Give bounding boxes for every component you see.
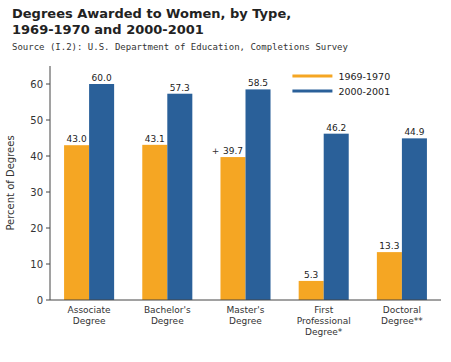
data-label: 44.9: [404, 127, 424, 137]
y-axis-line: [50, 66, 51, 300]
x-tick-label-line: Doctoral: [383, 305, 421, 315]
x-tick-label-line: Degree: [73, 316, 106, 326]
legend-swatch: [292, 90, 332, 93]
data-label: 60.0: [92, 73, 112, 83]
x-tick-label-line: Degree**: [381, 316, 423, 326]
bar: [220, 157, 245, 300]
y-tick-label: 20: [30, 223, 43, 234]
title: Degrees Awarded to Women, by Type,1969-1…: [12, 6, 291, 37]
bar: [324, 134, 349, 300]
x-tick-label: Bachelor'sDegree: [144, 305, 191, 326]
bar: [64, 145, 89, 300]
y-tick-label: 50: [30, 115, 43, 126]
x-tick-label-line: Degree: [151, 316, 184, 326]
bar: [142, 145, 167, 300]
x-tick-label: DoctoralDegree**: [381, 305, 423, 326]
bars: [64, 84, 427, 300]
x-tick-label: FirstProfessionalDegree*: [297, 305, 351, 337]
source-note: Source (I.2): U.S. Department of Educati…: [12, 42, 349, 52]
title-line: Degrees Awarded to Women, by Type,: [12, 6, 291, 21]
y-tick-label: 60: [30, 79, 43, 90]
x-tick-label-line: Associate: [68, 305, 112, 315]
data-label: 39.7: [223, 146, 243, 156]
bar: [246, 89, 271, 300]
annotation: +: [212, 146, 220, 156]
legend-label: 2000-2001: [338, 86, 390, 97]
x-tick-label-line: First: [314, 305, 333, 315]
data-label: 57.3: [170, 83, 190, 93]
y-tick: [46, 300, 50, 301]
data-label: 5.3: [304, 270, 318, 280]
bar: [402, 138, 427, 300]
data-label: 43.1: [145, 134, 165, 144]
x-tick-label: Master'sDegree: [227, 305, 265, 326]
x-tick-label-line: Degree*: [305, 327, 343, 337]
y-tick: [46, 84, 50, 85]
bar: [89, 84, 114, 300]
y-tick: [46, 264, 50, 265]
y-tick: [46, 228, 50, 229]
x-axis-line: [50, 300, 441, 301]
y-tick: [46, 156, 50, 157]
data-label: 46.2: [326, 123, 346, 133]
y-tick-label: 10: [30, 259, 43, 270]
data-label: 43.0: [67, 134, 87, 144]
title-line: 1969-1970 and 2000-2001: [12, 22, 204, 37]
bar: [377, 252, 402, 300]
legend-label: 1969-1970: [338, 71, 390, 82]
bar: [299, 281, 324, 300]
legend-swatch: [292, 75, 332, 78]
x-tick-label-line: Degree: [229, 316, 262, 326]
x-tick-label-line: Bachelor's: [144, 305, 191, 315]
chart: Degrees Awarded to Women, by Type,1969-1…: [0, 0, 451, 362]
y-tick: [46, 192, 50, 193]
x-tick-label: AssociateDegree: [68, 305, 112, 326]
bar: [167, 94, 192, 300]
x-tick-label-line: Professional: [297, 316, 351, 326]
data-label: 13.3: [379, 241, 399, 251]
data-label: 58.5: [248, 78, 268, 88]
y-axis-label: Percent of Degrees: [5, 135, 16, 230]
y-tick-label: 0: [37, 295, 43, 306]
x-tick-label-line: Master's: [227, 305, 265, 315]
y-tick-label: 30: [30, 187, 43, 198]
y-tick: [46, 120, 50, 121]
y-tick-label: 40: [30, 151, 43, 162]
